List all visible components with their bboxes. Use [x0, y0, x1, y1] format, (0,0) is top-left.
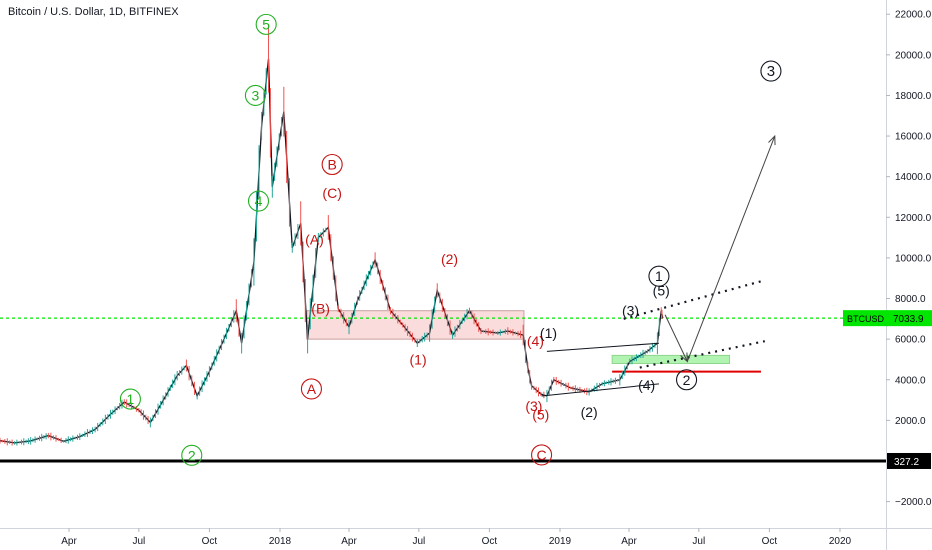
- y-tick-label: 6000.0: [895, 335, 926, 346]
- wave-label: B: [327, 156, 336, 172]
- wave-circle: [648, 265, 670, 287]
- y-tick-label: 10000.0: [895, 253, 932, 264]
- x-tick-label: Jul: [692, 536, 705, 547]
- y-tick-label: 14000.0: [895, 172, 932, 183]
- y-tick-label: 20000.0: [895, 50, 932, 61]
- wave-circle: [676, 369, 698, 391]
- wave-circle: [244, 84, 266, 106]
- wave-circle: [321, 153, 343, 176]
- y-tick-label: 16000.0: [895, 132, 932, 143]
- wave-label: 2: [683, 372, 691, 388]
- x-tick-label: Apr: [341, 536, 357, 547]
- wave-label: 1: [655, 268, 663, 284]
- price-badge-value: 7033.9: [893, 314, 924, 325]
- x-tick-label: Apr: [61, 536, 77, 547]
- x-tick-label: 2020: [829, 536, 852, 547]
- wave-label: (5): [532, 406, 549, 422]
- x-tick-label: Oct: [762, 536, 778, 547]
- support-label: 327.2: [894, 457, 919, 468]
- channel-lower: [541, 383, 659, 397]
- wave-circle: [760, 60, 782, 82]
- wave-label: 4: [255, 193, 263, 209]
- forecast-arrow-down: [664, 314, 688, 362]
- projected-upper: [623, 279, 766, 320]
- wave-label: (B): [311, 301, 330, 317]
- wave-label: (2): [441, 251, 458, 267]
- price-badge-label: BTCUSD: [847, 314, 885, 324]
- wave-circle: [119, 388, 141, 410]
- price-badge-left: [843, 310, 888, 327]
- wave-label: (A): [305, 232, 324, 248]
- zone-box: [611, 354, 731, 365]
- projected-lower: [639, 340, 766, 369]
- wave-label: (C): [322, 185, 341, 201]
- wave-label: (3): [525, 398, 542, 414]
- x-tick-label: Oct: [202, 536, 218, 547]
- wave-label: (2): [581, 404, 598, 420]
- wave-label: 2: [188, 447, 196, 463]
- y-tick-label: −2000.0: [895, 497, 932, 508]
- wave-label: A: [307, 381, 317, 397]
- wave-label: (1): [410, 351, 427, 367]
- wave-label: (1): [540, 325, 557, 341]
- forecast-arrow-up-head: [768, 134, 776, 146]
- wave-label: 5: [262, 16, 270, 32]
- x-tick-label: Apr: [621, 536, 637, 547]
- x-tick-label: 2019: [549, 536, 572, 547]
- support-label-bg: [887, 452, 931, 469]
- x-tick-label: Jul: [132, 536, 145, 547]
- wave-label: 1: [127, 391, 135, 407]
- x-tick-label: Oct: [482, 536, 498, 547]
- wave-circle: [247, 190, 270, 212]
- y-tick-label: 4000.0: [895, 375, 926, 386]
- forecast-arrow-up: [686, 135, 776, 362]
- forecast-arrow-down-head: [680, 352, 688, 363]
- x-tick-label: Jul: [412, 536, 425, 547]
- wave-label: (3): [622, 303, 639, 319]
- y-tick-label: 8000.0: [895, 294, 926, 305]
- y-tick-label: 22000.0: [895, 10, 932, 21]
- wave-label: (4): [638, 377, 655, 393]
- price-badge-bg: [887, 310, 932, 327]
- wave-label: (5): [653, 282, 670, 298]
- channel-upper: [546, 342, 659, 352]
- y-tick-label: 18000.0: [895, 91, 932, 102]
- wave-label: (4): [527, 333, 544, 349]
- x-tick-label: 2018: [269, 536, 292, 547]
- zone-box: [306, 310, 525, 340]
- wave-label: 3: [252, 87, 260, 103]
- wave-circle: [255, 13, 277, 35]
- wave-circle: [531, 444, 553, 466]
- y-tick-label: 2000.0: [895, 416, 926, 427]
- wave-circle: [181, 444, 203, 466]
- wave-label: 3: [767, 63, 775, 80]
- chart-title: Bitcoin / U.S. Dollar, 1D, BITFINEX: [8, 6, 179, 18]
- y-tick-label: 12000.0: [895, 213, 932, 224]
- wave-label: C: [537, 447, 547, 463]
- wave-circle: [300, 378, 322, 400]
